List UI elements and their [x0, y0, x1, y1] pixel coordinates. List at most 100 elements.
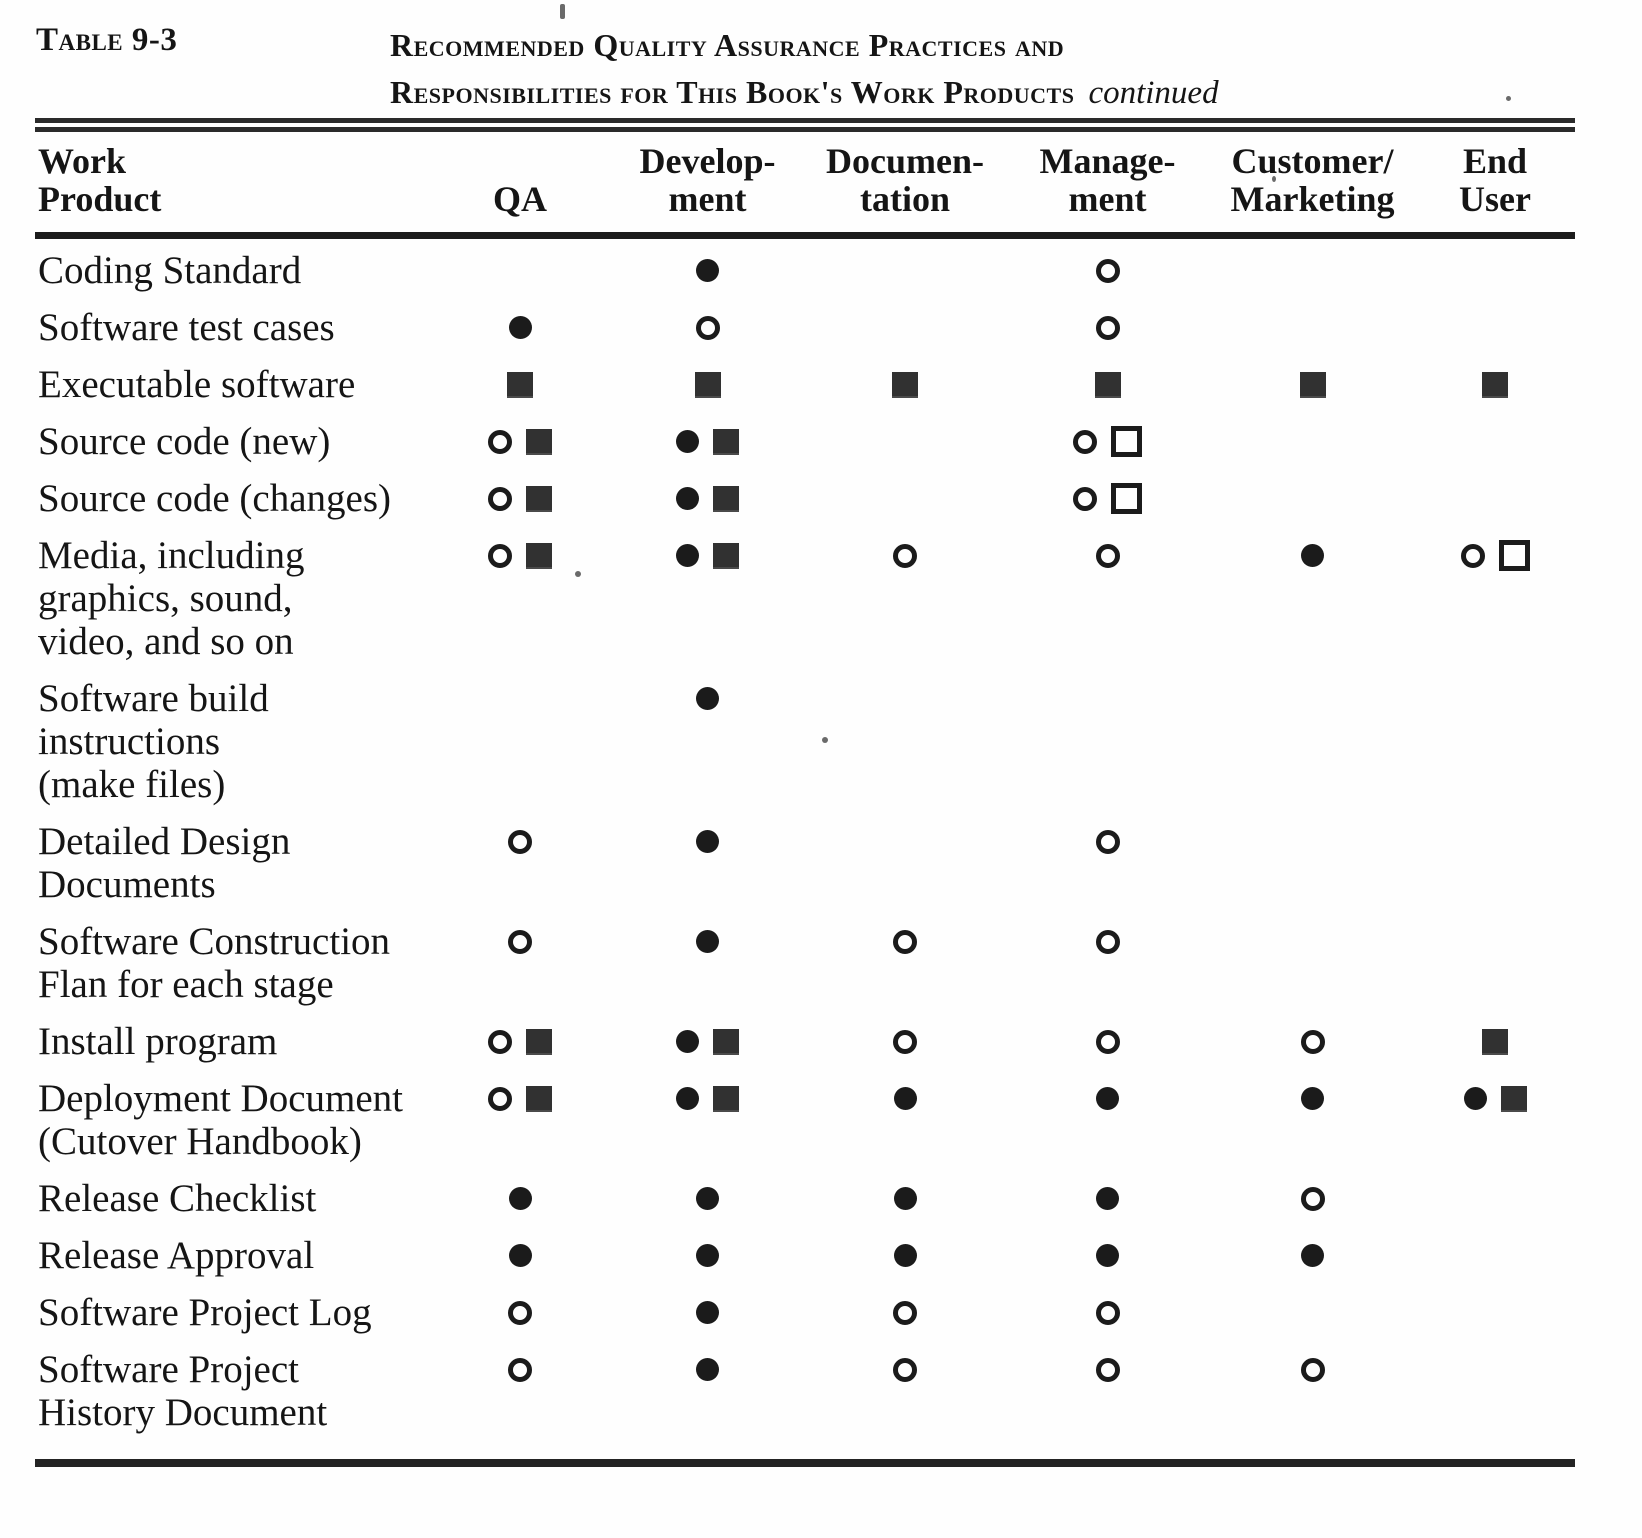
cell-management — [1005, 477, 1210, 520]
filled-square-icon — [526, 542, 552, 569]
cell-documentation — [805, 820, 1005, 863]
filled-circle-icon — [676, 430, 699, 453]
filled-square-icon — [526, 485, 552, 512]
cell-documentation — [805, 249, 1005, 292]
filled-square-icon — [507, 371, 533, 398]
cell-development — [610, 249, 805, 292]
work-product-name: Release Checklist — [38, 1177, 317, 1220]
cell-end-user — [1415, 249, 1575, 292]
table-row-software-project-log: Software Project Log — [35, 1284, 1575, 1341]
table-row-install-program: Install program — [35, 1013, 1575, 1070]
cell-customer-marketing — [1210, 477, 1415, 520]
work-product-name: Software Project History Document — [38, 1348, 328, 1434]
header-work-product: Work Product — [38, 141, 162, 219]
open-circle-icon — [1300, 1357, 1325, 1382]
open-circle-icon — [1095, 829, 1120, 854]
cell-qa — [430, 1348, 610, 1391]
cell-customer-marketing — [1210, 920, 1415, 963]
open-circle-icon — [488, 429, 512, 454]
header-rule — [35, 232, 1575, 239]
filled-circle-icon — [676, 1030, 699, 1053]
open-circle-icon — [1300, 1186, 1325, 1211]
cell-customer-marketing — [1210, 820, 1415, 863]
open-circle-icon — [488, 486, 512, 511]
open-circle-icon — [1095, 315, 1120, 340]
cell-documentation — [805, 1077, 1005, 1120]
cell-management — [1005, 306, 1210, 349]
cell-end-user — [1415, 306, 1575, 349]
cell-customer-marketing — [1210, 249, 1415, 292]
work-product-name: Media, including graphics, sound, video,… — [38, 534, 305, 663]
cell-development — [610, 1348, 805, 1391]
table-bottom-rule — [35, 1459, 1575, 1467]
filled-square-icon — [1482, 1028, 1508, 1055]
filled-circle-icon — [696, 930, 719, 953]
cell-qa — [430, 1020, 610, 1063]
filled-circle-icon — [696, 1187, 719, 1210]
filled-circle-icon — [1301, 1244, 1324, 1267]
cell-documentation — [805, 306, 1005, 349]
open-circle-icon — [893, 1029, 917, 1054]
open-circle-icon — [695, 315, 720, 340]
cell-end-user — [1415, 477, 1575, 520]
header-qa: QA — [493, 179, 547, 219]
cell-qa — [430, 363, 610, 406]
header-documentation: Documen- tation — [826, 141, 984, 219]
table-body: Coding Standard Software test cases Exec… — [35, 239, 1575, 1441]
work-product-name: Software build instructions (make files) — [38, 677, 269, 806]
work-product-name: Coding Standard — [38, 249, 302, 292]
cell-end-user — [1415, 820, 1575, 863]
open-circle-icon — [1095, 1300, 1120, 1325]
cell-end-user — [1415, 420, 1575, 463]
cell-management — [1005, 534, 1210, 577]
cell-documentation — [805, 677, 1005, 720]
table-row-software-construction-plan: Software Construction Flan for each stag… — [35, 913, 1575, 1013]
cell-qa — [430, 306, 610, 349]
cell-documentation — [805, 1177, 1005, 1220]
filled-square-icon — [526, 1085, 552, 1112]
scan-speck — [1506, 96, 1511, 101]
cell-development — [610, 1291, 805, 1334]
filled-square-icon — [713, 1085, 739, 1112]
cell-development — [610, 1177, 805, 1220]
table-row-software-build-instructions: Software build instructions (make files) — [35, 670, 1575, 813]
cell-end-user — [1415, 363, 1575, 406]
cell-end-user — [1415, 1020, 1575, 1063]
filled-circle-icon — [893, 1244, 917, 1267]
cell-management — [1005, 363, 1210, 406]
table-row-deployment-document: Deployment Document (Cutover Handbook) — [35, 1070, 1575, 1170]
filled-square-icon — [694, 371, 721, 398]
work-product-name: Install program — [38, 1020, 278, 1063]
work-product-name: Source code (new) — [38, 420, 331, 463]
filled-circle-icon — [1463, 1087, 1487, 1110]
filled-square-icon — [1482, 371, 1508, 398]
scan-speck — [1272, 176, 1276, 182]
table-row-software-test-cases: Software test cases — [35, 299, 1575, 356]
cell-development — [610, 363, 805, 406]
cell-management — [1005, 1348, 1210, 1391]
cell-management — [1005, 249, 1210, 292]
cell-development — [610, 920, 805, 963]
cell-documentation — [805, 363, 1005, 406]
header-management: Manage- ment — [1039, 141, 1176, 219]
filled-circle-icon — [696, 1301, 719, 1324]
open-circle-icon — [893, 929, 917, 954]
work-product-name: Detailed Design Documents — [38, 820, 291, 906]
open-circle-icon — [1095, 1029, 1120, 1054]
filled-circle-icon — [676, 544, 699, 567]
cell-customer-marketing — [1210, 1020, 1415, 1063]
cell-management — [1005, 1291, 1210, 1334]
filled-circle-icon — [676, 487, 699, 510]
filled-square-icon — [892, 371, 918, 398]
cell-management — [1005, 920, 1210, 963]
work-product-name: Source code (changes) — [38, 477, 391, 520]
filled-square-icon — [1299, 371, 1326, 398]
cell-end-user — [1415, 677, 1575, 720]
cell-development — [610, 677, 805, 720]
open-square-icon — [1111, 483, 1142, 514]
filled-circle-icon — [1096, 1087, 1119, 1110]
filled-square-icon — [526, 1028, 552, 1055]
work-product-name: Release Approval — [38, 1234, 315, 1277]
cell-end-user — [1415, 534, 1575, 577]
work-product-name: Executable software — [38, 363, 356, 406]
